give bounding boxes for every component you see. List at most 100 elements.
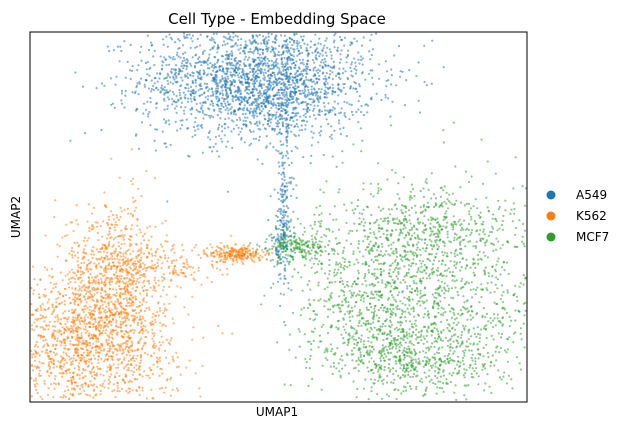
point-a549 — [342, 126, 345, 129]
point-k562 — [88, 282, 92, 285]
point-k562 — [226, 267, 229, 271]
point-a549 — [292, 97, 295, 100]
point-k562 — [179, 373, 182, 376]
point-a549 — [338, 67, 341, 70]
point-k562 — [186, 263, 189, 266]
point-a549 — [176, 129, 179, 132]
point-k562 — [88, 332, 91, 335]
point-k562 — [119, 291, 122, 294]
point-k562 — [97, 258, 101, 261]
point-mcf7 — [462, 356, 465, 359]
point-k562 — [83, 389, 86, 392]
point-k562 — [227, 247, 230, 250]
point-k562 — [142, 273, 145, 276]
point-k562 — [151, 396, 154, 400]
point-a549 — [131, 65, 134, 68]
point-a549 — [156, 72, 159, 75]
point-k562 — [86, 351, 89, 354]
point-k562 — [160, 386, 164, 390]
point-mcf7 — [496, 229, 499, 232]
point-a549 — [209, 116, 212, 119]
point-a549 — [188, 33, 191, 36]
point-k562 — [46, 308, 50, 311]
point-k562 — [63, 303, 66, 306]
point-a549 — [134, 90, 137, 93]
point-k562 — [48, 320, 52, 323]
point-a549 — [267, 35, 270, 38]
point-k562 — [187, 265, 190, 268]
point-a549 — [258, 33, 261, 37]
point-k562 — [103, 270, 106, 273]
point-k562 — [156, 310, 159, 314]
point-a549 — [339, 127, 342, 130]
point-a549 — [220, 65, 223, 68]
point-a549 — [249, 71, 252, 74]
point-mcf7 — [434, 370, 437, 373]
point-a549 — [143, 83, 146, 86]
point-k562 — [40, 374, 43, 377]
point-k562 — [186, 260, 189, 263]
point-a549 — [245, 108, 248, 111]
point-a549 — [307, 89, 310, 92]
point-a549 — [273, 114, 276, 117]
point-a549 — [221, 67, 225, 70]
point-a549 — [124, 94, 127, 97]
point-k562 — [143, 370, 146, 373]
point-k562 — [129, 253, 132, 256]
point-a549 — [293, 125, 296, 128]
point-a549 — [150, 44, 153, 47]
point-a549 — [283, 34, 286, 38]
point-a549 — [251, 34, 254, 37]
point-a549 — [198, 56, 201, 59]
point-k562 — [119, 287, 122, 290]
point-a549 — [289, 96, 292, 99]
point-a549 — [339, 133, 342, 136]
point-a549 — [106, 45, 109, 48]
point-k562 — [125, 297, 128, 300]
point-k562 — [80, 261, 83, 265]
point-a549 — [330, 125, 333, 128]
point-k562 — [89, 260, 93, 263]
point-k562 — [169, 339, 172, 342]
point-k562 — [50, 291, 53, 294]
point-k562 — [161, 341, 165, 344]
point-k562 — [148, 282, 151, 285]
point-a549 — [323, 81, 326, 84]
point-a549 — [246, 101, 249, 104]
point-a549 — [332, 41, 335, 44]
point-k562 — [143, 284, 146, 288]
point-a549 — [284, 211, 287, 214]
point-k562 — [42, 293, 45, 296]
point-k562 — [99, 250, 102, 253]
point-mcf7 — [403, 296, 406, 299]
point-a549 — [243, 104, 246, 107]
point-a549 — [255, 70, 258, 73]
point-a549 — [270, 33, 273, 36]
point-k562 — [101, 331, 104, 334]
point-k562 — [197, 253, 200, 257]
point-a549 — [210, 65, 214, 68]
point-a549 — [266, 111, 269, 114]
point-k562 — [121, 387, 124, 391]
point-a549 — [298, 129, 301, 132]
point-k562 — [251, 252, 255, 255]
point-a549 — [203, 82, 206, 85]
point-mcf7 — [451, 203, 454, 206]
point-a549 — [263, 117, 266, 120]
point-a549 — [261, 94, 264, 97]
point-k562 — [116, 216, 119, 219]
point-a549 — [144, 78, 147, 81]
point-a549 — [301, 74, 304, 77]
point-k562 — [192, 266, 195, 269]
point-k562 — [146, 246, 149, 250]
point-a549 — [103, 84, 106, 87]
point-k562 — [40, 336, 43, 339]
point-a549 — [387, 97, 390, 100]
point-k562 — [122, 358, 126, 361]
point-k562 — [168, 272, 171, 275]
point-a549 — [313, 73, 316, 76]
point-a549 — [74, 71, 77, 74]
point-k562 — [85, 266, 88, 269]
point-k562 — [41, 397, 44, 401]
point-k562 — [92, 354, 95, 357]
